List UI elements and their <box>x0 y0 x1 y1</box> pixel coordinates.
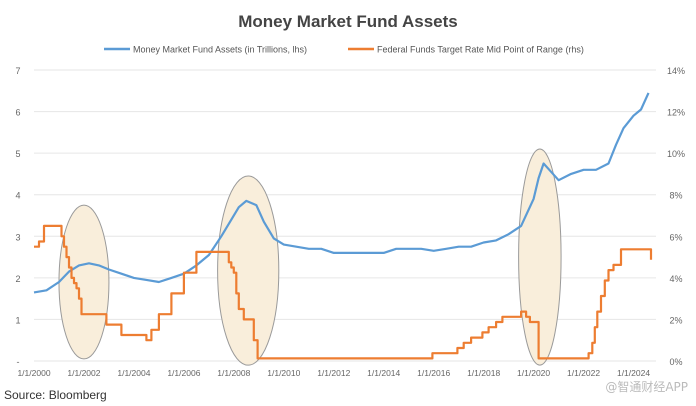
legend-label-0: Money Market Fund Assets (in Trillions, … <box>133 45 307 55</box>
y-left-tick-label-4: 4 <box>15 191 20 201</box>
y-left-tick-label-5: 5 <box>15 149 20 159</box>
x-tick-label-11: 1/1/2022 <box>567 368 600 378</box>
highlight-ellipse-0 <box>58 204 110 360</box>
x-tick-label-4: 1/1/2008 <box>217 368 250 378</box>
y-left-tick-label-0: - <box>17 357 20 367</box>
x-tick-label-0: 1/1/2000 <box>17 368 50 378</box>
x-tick-label-12: 1/1/2024 <box>617 368 650 378</box>
x-tick-label-8: 1/1/2016 <box>417 368 450 378</box>
y-right-tick-label-7: 14% <box>667 66 685 76</box>
source-note: Source: Bloomberg <box>4 388 107 402</box>
legend-label-1: Federal Funds Target Rate Mid Point of R… <box>377 45 584 55</box>
x-tick-label-9: 1/1/2018 <box>467 368 500 378</box>
watermark: @智通财经APP <box>605 380 688 394</box>
y-right-tick-label-5: 10% <box>667 149 685 159</box>
highlight-ellipse-1 <box>217 175 280 366</box>
y-left-tick-label-2: 2 <box>15 274 20 284</box>
x-tick-label-7: 1/1/2014 <box>367 368 400 378</box>
y-right-tick-label-4: 8% <box>669 191 682 201</box>
x-tick-label-2: 1/1/2004 <box>117 368 150 378</box>
y-left-tick-label-1: 1 <box>15 315 20 325</box>
x-tick-label-5: 1/1/2010 <box>267 368 300 378</box>
x-tick-label-1: 1/1/2002 <box>67 368 100 378</box>
chart-title: Money Market Fund Assets <box>238 12 458 31</box>
y-right-tick-label-1: 2% <box>669 315 682 325</box>
series-line-0 <box>33 92 650 294</box>
y-left-tick-label-7: 7 <box>15 66 20 76</box>
x-tick-label-10: 1/1/2020 <box>517 368 550 378</box>
y-right-tick-label-6: 12% <box>667 108 685 118</box>
x-tick-label-6: 1/1/2012 <box>317 368 350 378</box>
series-line-1 <box>34 224 653 360</box>
x-tick-label-3: 1/1/2006 <box>167 368 200 378</box>
y-right-tick-label-3: 6% <box>669 232 682 242</box>
highlight-ellipse-2 <box>518 148 562 366</box>
y-left-tick-label-3: 3 <box>15 232 20 242</box>
y-right-tick-label-2: 4% <box>669 274 682 284</box>
y-left-tick-label-6: 6 <box>15 108 20 118</box>
y-right-tick-label-0: 0% <box>669 357 682 367</box>
